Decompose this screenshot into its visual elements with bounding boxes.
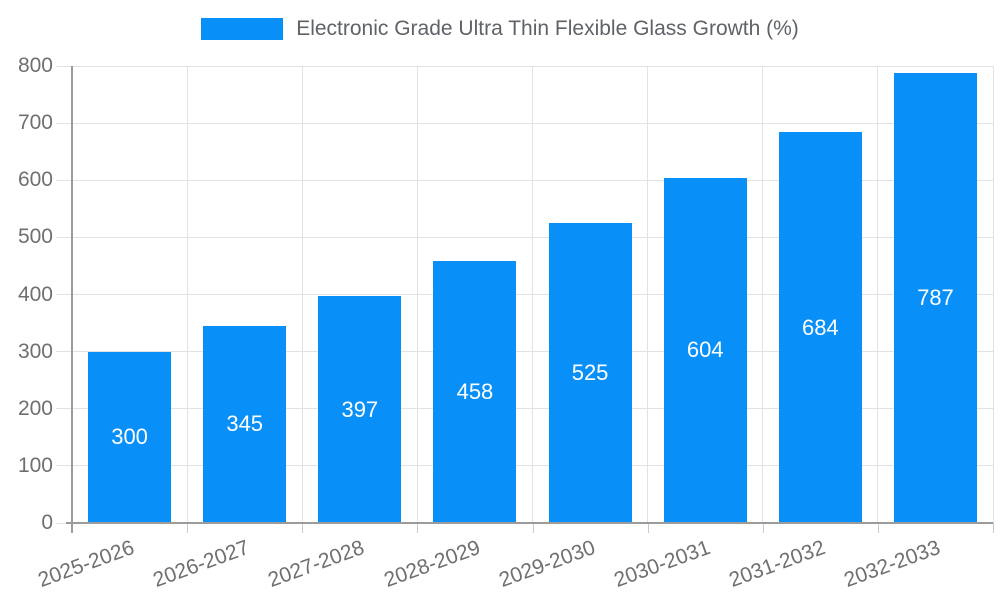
x-axis-label: 2031-2032 — [725, 536, 829, 592]
gridline-vertical — [186, 66, 188, 523]
x-axis-tick — [993, 523, 994, 533]
y-axis-tick — [56, 522, 72, 524]
gridline-vertical — [877, 66, 879, 523]
gridline-vertical — [532, 66, 533, 523]
y-axis-tick — [56, 351, 72, 353]
y-axis-tick — [56, 465, 72, 467]
bar-value-label: 604 — [686, 337, 724, 363]
bar: 458 — [433, 261, 517, 523]
y-axis-tick-label: 200 — [17, 396, 53, 420]
x-axis-label: 2026-2027 — [150, 536, 253, 592]
bar-value-label: 787 — [917, 285, 954, 311]
x-axis-label: 2025-2026 — [35, 536, 138, 592]
x-axis-tick — [417, 523, 419, 533]
y-axis-tick — [56, 408, 72, 410]
gridline-vertical — [647, 66, 649, 523]
x-axis-label: 2032-2033 — [841, 536, 944, 592]
y-axis-tick-label: 600 — [17, 168, 53, 192]
x-axis-tick — [532, 523, 534, 533]
bar: 397 — [318, 296, 402, 523]
plot-area: 300 345 397 458 525 604 684 787 — [72, 65, 994, 523]
y-axis-tick-label: 700 — [17, 111, 53, 135]
bar: 787 — [893, 73, 977, 523]
gridline-vertical — [762, 66, 764, 523]
y-axis-tick-label: 800 — [17, 54, 53, 77]
legend: Electronic Grade Ultra Thin Flexible Gla… — [0, 17, 1000, 41]
bar: 684 — [778, 132, 862, 523]
x-axis-label: 2030-2031 — [610, 536, 714, 592]
bar: 345 — [203, 325, 287, 523]
bar-value-label: 684 — [801, 314, 839, 340]
bar: 604 — [663, 177, 747, 523]
y-axis-tick — [56, 236, 72, 238]
gridline-vertical — [992, 66, 994, 523]
legend-swatch-icon — [201, 18, 284, 40]
bar-value-label: 458 — [456, 379, 494, 405]
y-axis-tick-label: 100 — [17, 453, 53, 477]
y-axis-line — [71, 66, 73, 533]
bar-value-label: 525 — [571, 360, 609, 386]
y-axis-tick-label: 300 — [17, 339, 53, 363]
x-axis-label: 2027-2028 — [265, 536, 368, 592]
x-axis-label: 2028-2029 — [380, 536, 483, 592]
y-axis-tick-label: 0 — [41, 511, 53, 534]
legend-item[interactable]: Electronic Grade Ultra Thin Flexible Gla… — [201, 17, 799, 41]
bar-value-label: 345 — [226, 411, 264, 437]
x-axis-tick — [187, 523, 189, 533]
x-axis-tick — [302, 523, 304, 533]
y-axis-tick-label: 500 — [17, 225, 53, 249]
x-axis-tick — [762, 523, 764, 533]
x-axis-line — [66, 522, 993, 524]
gridline-vertical — [301, 66, 303, 523]
bar: 525 — [548, 223, 632, 523]
bar-value-label: 300 — [111, 424, 148, 450]
y-axis-tick — [56, 65, 72, 67]
gridline-vertical — [416, 66, 418, 523]
y-axis-tick-label: 400 — [17, 282, 53, 306]
bar: 300 — [88, 351, 172, 523]
x-axis-tick — [877, 523, 879, 533]
legend-label: Electronic Grade Ultra Thin Flexible Gla… — [296, 17, 799, 40]
y-axis-tick — [56, 122, 72, 124]
x-axis-tick — [647, 523, 649, 533]
y-axis-tick — [56, 179, 72, 181]
x-axis-label: 2029-2030 — [495, 536, 598, 592]
y-axis-tick — [56, 294, 72, 295]
bar-value-label: 397 — [341, 396, 379, 422]
